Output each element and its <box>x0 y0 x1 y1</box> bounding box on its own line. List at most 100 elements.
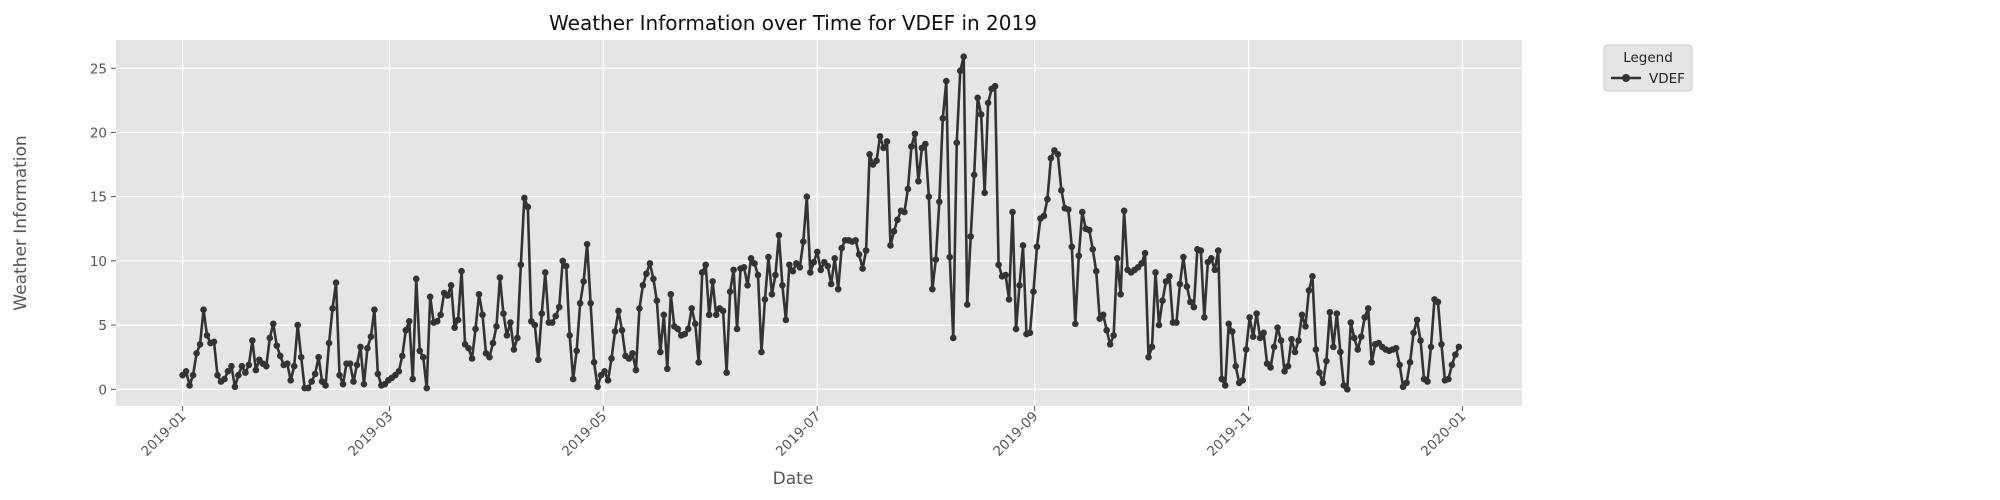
data-point <box>1312 346 1320 353</box>
data-point <box>1305 287 1313 294</box>
data-point <box>1357 333 1365 340</box>
data-point <box>1361 314 1369 321</box>
data-point <box>936 198 943 206</box>
data-point <box>890 228 898 235</box>
data-point <box>1319 379 1327 387</box>
data-point <box>942 77 950 85</box>
data-point <box>252 366 260 374</box>
y-tick-label: 0 <box>98 382 107 398</box>
data-point <box>1410 329 1417 337</box>
data-point <box>1065 206 1072 213</box>
data-point <box>1253 310 1260 317</box>
data-point <box>800 238 807 245</box>
data-point <box>500 310 507 317</box>
data-point <box>1256 334 1264 342</box>
data-point <box>775 231 783 239</box>
data-point <box>747 255 755 262</box>
data-point <box>608 355 615 362</box>
data-point <box>901 208 908 216</box>
data-point <box>838 244 845 252</box>
data-point <box>399 352 406 360</box>
data-point <box>548 319 556 326</box>
data-point <box>1309 272 1316 280</box>
data-point <box>1009 208 1016 216</box>
data-point <box>535 356 542 364</box>
data-point <box>287 377 295 384</box>
data-point <box>224 368 232 375</box>
data-point <box>650 275 657 283</box>
data-point <box>1270 343 1278 351</box>
data-point <box>1249 333 1257 340</box>
data-point <box>1316 369 1323 376</box>
data-point <box>824 262 832 270</box>
data-point <box>353 361 361 369</box>
y-tick-label: 20 <box>90 125 107 141</box>
data-point <box>308 378 315 385</box>
y-tick-label: 15 <box>90 190 107 206</box>
data-point <box>200 306 207 313</box>
data-point <box>1424 378 1431 385</box>
data-point <box>1246 314 1253 321</box>
data-point <box>1005 296 1013 303</box>
data-point <box>1085 226 1093 234</box>
data-point <box>956 67 964 75</box>
data-point <box>1103 326 1110 334</box>
data-point <box>1291 348 1299 356</box>
data-point <box>1295 337 1302 344</box>
data-point <box>803 193 811 200</box>
data-point <box>754 271 762 279</box>
data-point <box>758 348 765 356</box>
data-point <box>468 355 476 362</box>
data-point <box>1218 375 1226 383</box>
data-point <box>590 359 598 366</box>
data-point <box>1274 324 1281 331</box>
data-point <box>405 317 413 325</box>
data-point <box>1330 343 1337 351</box>
y-tick-label: 5 <box>98 318 107 334</box>
data-point <box>538 310 546 317</box>
data-point <box>242 369 249 376</box>
data-point <box>1002 271 1009 279</box>
data-point <box>705 311 713 319</box>
data-point <box>949 334 957 342</box>
data-point <box>489 339 497 347</box>
data-point <box>1016 281 1023 289</box>
data-point <box>1117 290 1124 298</box>
data-point <box>276 352 284 360</box>
data-point <box>1120 207 1128 215</box>
data-point <box>629 350 636 357</box>
data-point <box>350 378 357 385</box>
data-point <box>995 261 1002 269</box>
data-point <box>908 143 915 150</box>
data-point <box>657 348 664 356</box>
data-point <box>1267 364 1274 371</box>
data-point <box>967 233 974 240</box>
data-point <box>660 311 668 319</box>
data-point <box>395 368 403 375</box>
data-point <box>1406 359 1414 366</box>
data-point <box>925 193 933 200</box>
data-point <box>357 343 364 351</box>
data-point <box>503 332 511 339</box>
data-point <box>416 347 424 355</box>
data-point <box>786 261 793 269</box>
data-point <box>1354 346 1362 353</box>
data-point <box>681 330 689 338</box>
data-point <box>475 290 483 298</box>
data-point <box>228 362 235 370</box>
data-point <box>922 140 929 148</box>
data-point <box>235 371 242 379</box>
data-point <box>196 341 204 348</box>
data-point <box>1221 382 1229 389</box>
data-point <box>1058 186 1065 194</box>
data-point <box>266 334 274 342</box>
data-point <box>541 269 549 276</box>
legend-entry-vdef: VDEF <box>1649 71 1685 87</box>
data-point <box>625 355 633 362</box>
data-point <box>827 280 835 288</box>
data-point <box>587 299 594 307</box>
data-point <box>562 262 570 270</box>
data-point <box>946 253 954 261</box>
data-point <box>325 339 333 347</box>
data-point <box>1232 362 1240 370</box>
